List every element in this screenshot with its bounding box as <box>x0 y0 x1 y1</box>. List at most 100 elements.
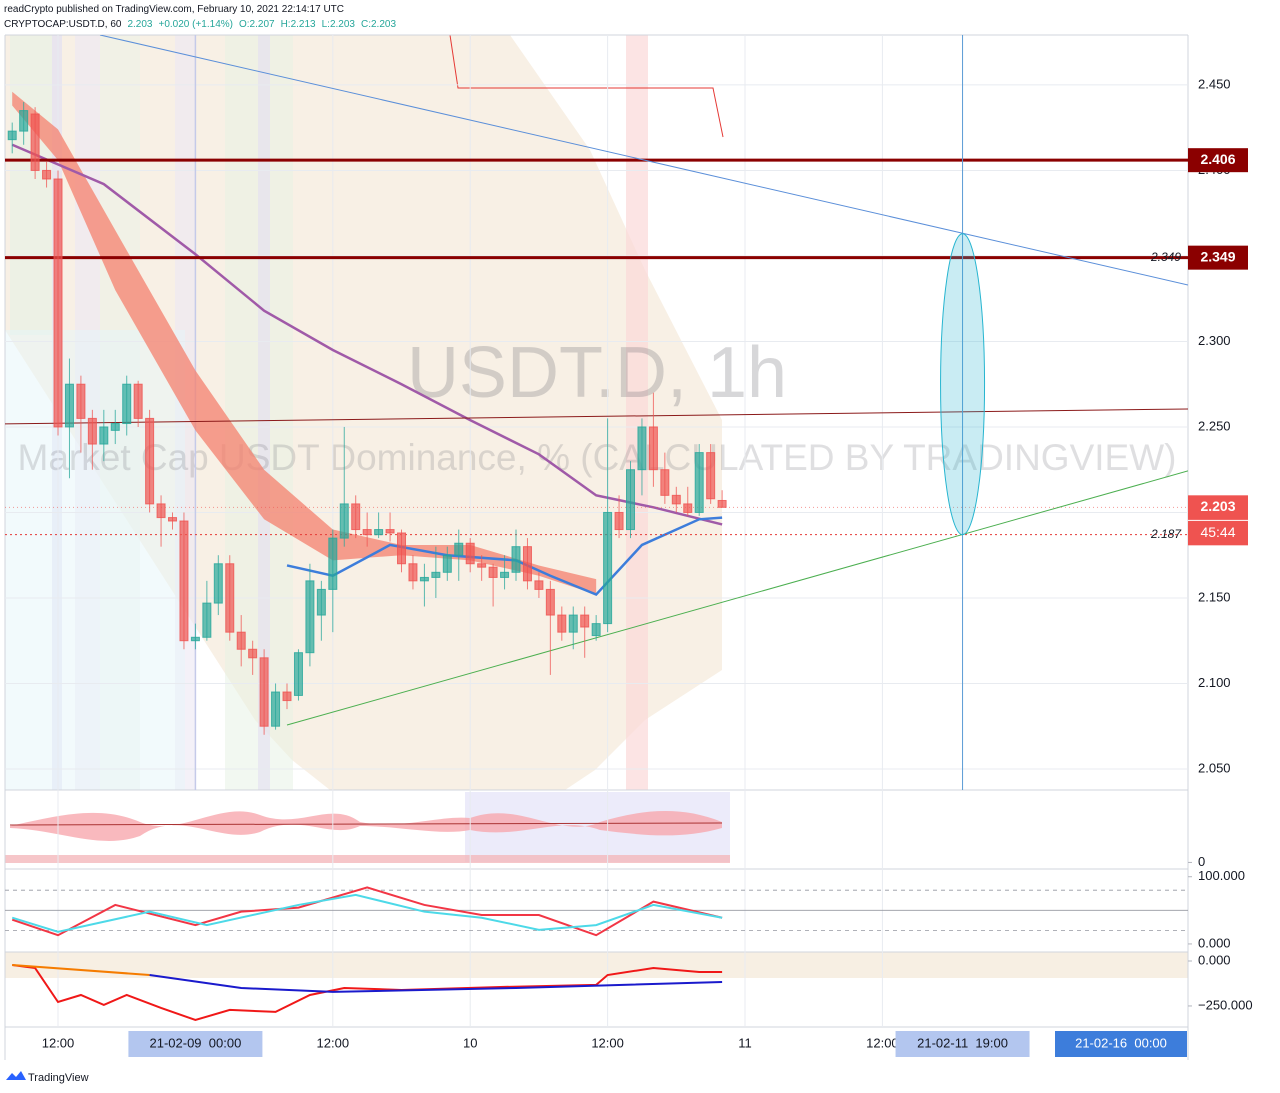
plot <box>5 35 1188 1022</box>
candle-body <box>637 426 647 471</box>
price-label: 2.406 <box>1200 151 1235 167</box>
x-tick-label: 12:00 <box>42 1035 75 1050</box>
candle-body <box>511 546 521 573</box>
candle-body <box>305 580 315 654</box>
crosshair-label: 21-02-11 19:00 <box>917 1035 1008 1050</box>
candle-body <box>133 383 143 419</box>
y-tick-label: 2.250 <box>1198 418 1231 433</box>
candle-body <box>614 511 624 531</box>
candle-body <box>19 110 29 132</box>
price-label: 2.349 <box>1200 248 1235 264</box>
y-tick-label: 2.100 <box>1198 675 1231 690</box>
x-tick-label: 12:00 <box>866 1035 899 1050</box>
signal-line <box>286 516 723 597</box>
candle-body <box>603 511 613 625</box>
candle-body <box>454 542 464 556</box>
logo-icon <box>6 1071 26 1080</box>
candle-body <box>122 383 132 425</box>
candle-body <box>648 426 658 471</box>
candle-body <box>168 517 178 522</box>
candle-body <box>87 417 97 445</box>
indicator-line <box>12 963 150 977</box>
brand: TradingView <box>28 1072 89 1084</box>
line-label: 2.187 <box>1150 527 1182 541</box>
candle-body <box>339 503 349 539</box>
pane-borders <box>4 34 1189 1060</box>
publisher: readCrypto published on TradingView.com,… <box>4 4 344 15</box>
labels: 12:00 12:00 10 12:00 11 12:00 2.050 2.100 2.150 2… <box>42 76 1253 1057</box>
candle-body <box>568 614 578 633</box>
candle-body <box>190 636 200 642</box>
candle-body <box>202 602 212 638</box>
candle-body <box>156 503 166 519</box>
candle-body <box>465 542 475 565</box>
candle-body <box>259 657 269 727</box>
ohlc: H:2.213 <box>281 19 316 30</box>
trendline <box>5 408 1188 425</box>
candle-body <box>500 571 510 578</box>
symbol-line: CRYPTOCAP:USDT.D, 60 2.203 +0.020 (+1.14%)… <box>4 19 396 30</box>
watermark-symbol: USDT.D, 1h <box>407 333 787 413</box>
candle-body <box>557 614 567 633</box>
y-tick-label: 2.150 <box>1198 589 1231 604</box>
indicator-line <box>11 893 723 933</box>
candle-body <box>76 383 86 419</box>
candle-body <box>248 648 258 659</box>
candle-body <box>660 469 670 496</box>
candle-body <box>293 652 303 696</box>
y-tick-label: 100.000 <box>1198 868 1245 883</box>
candle-body <box>397 532 407 565</box>
candle-body <box>591 623 601 637</box>
grid <box>5 35 1192 1027</box>
candle-body <box>145 417 155 505</box>
watermark-description: Market Cap USDT Dominance, % (CALCULATED… <box>18 437 1177 478</box>
price-label-box <box>1188 148 1248 173</box>
candle-body <box>7 130 17 141</box>
candle-body <box>213 563 223 604</box>
candle-body <box>64 383 74 428</box>
candle-body <box>534 580 544 590</box>
range-label-box <box>128 1031 263 1057</box>
ohlc: C:2.203 <box>361 19 396 30</box>
y-tick-label: 0.000 <box>1198 952 1231 967</box>
candle-body <box>671 494 681 505</box>
candle-body <box>717 499 727 508</box>
candle-body <box>271 691 281 727</box>
trendline <box>99 35 1188 286</box>
indicator-line <box>149 974 723 993</box>
x-tick-label: 12:00 <box>591 1035 624 1050</box>
candle-body <box>30 113 40 171</box>
ellipse <box>940 233 986 536</box>
line-label: 2.349 <box>1150 250 1181 264</box>
change: +0.020 (+1.14%) <box>158 19 233 30</box>
candle-body <box>351 503 361 531</box>
ohlc: L:2.203 <box>322 19 356 30</box>
ohlc: O:2.207 <box>239 19 275 30</box>
candle-body <box>694 452 704 513</box>
candle-body <box>408 563 418 582</box>
candle-body <box>477 563 487 568</box>
x-tick-label: 11 <box>738 1035 752 1050</box>
candle-body <box>328 537 338 590</box>
ma-line <box>11 143 723 526</box>
candle-body <box>282 691 292 702</box>
symbol: CRYPTOCAP:USDT.D, 60 <box>4 19 122 30</box>
candle-body <box>110 423 120 431</box>
x-tick-label: 12:00 <box>317 1035 350 1050</box>
candle-body <box>179 520 189 642</box>
crosshair-label-box <box>895 1031 1030 1057</box>
range-end-label: 21-02-16 00:00 <box>1075 1035 1167 1050</box>
candle-body <box>580 614 590 628</box>
last: 2.203 <box>127 19 152 30</box>
y-tick-label: 0.000 <box>1198 935 1231 950</box>
candle-body <box>385 529 395 534</box>
y-tick-label: 2.450 <box>1198 76 1231 91</box>
countdown: 45:44 <box>1200 524 1235 540</box>
candle-body <box>442 554 452 573</box>
y-tick-label: 2.300 <box>1198 333 1231 348</box>
candle-body <box>488 566 498 578</box>
candle-body <box>362 529 372 536</box>
price-label: 2.203 <box>1200 498 1235 514</box>
range-label-box <box>1055 1031 1187 1057</box>
